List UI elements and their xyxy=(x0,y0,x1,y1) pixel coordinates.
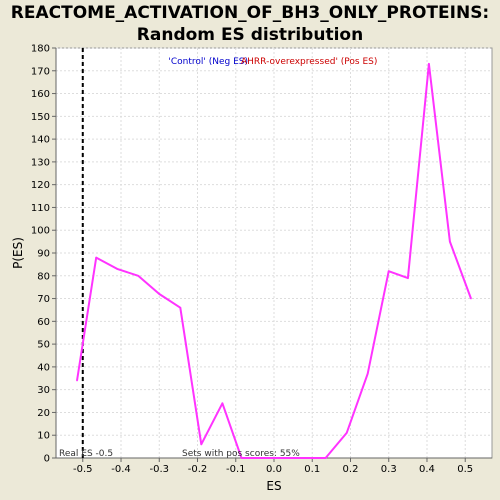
data-point xyxy=(116,268,118,270)
data-point xyxy=(76,379,78,382)
data-point xyxy=(282,457,285,459)
x-axis-title: ES xyxy=(266,479,281,493)
x-tick-label: -0.1 xyxy=(226,464,246,475)
real-es-label: Real ES -0.5 xyxy=(59,449,113,459)
data-point xyxy=(221,402,224,405)
y-tick-label: 30 xyxy=(37,385,50,396)
y-tick-label: 70 xyxy=(37,294,50,305)
y-tick-label: 160 xyxy=(31,89,50,100)
data-point xyxy=(449,240,451,243)
y-tick-label: 140 xyxy=(31,135,50,146)
series-line xyxy=(76,62,472,459)
data-point xyxy=(261,457,264,459)
y-tick-label: 150 xyxy=(31,112,50,123)
x-tick-label: 0.4 xyxy=(419,464,435,475)
data-point xyxy=(366,372,369,375)
y-tick-label: 170 xyxy=(31,66,50,77)
series-group xyxy=(76,62,472,459)
x-tick-label: 0.1 xyxy=(304,464,320,475)
chart-title: REACTOME_ACTIVATION_OF_BH3_ONLY_PROTEINS… xyxy=(0,2,500,46)
y-tick-label: 10 xyxy=(37,431,50,442)
y-tick-label: 180 xyxy=(31,44,50,55)
chart-title-line-2: Random ES distribution xyxy=(136,25,364,45)
data-point xyxy=(200,443,203,446)
y-axis-title: P(ES) xyxy=(11,237,25,269)
data-point xyxy=(303,457,306,459)
chart-title-line-1: REACTOME_ACTIVATION_OF_BH3_ONLY_PROTEINS… xyxy=(10,3,490,23)
x-tick-label: 0.5 xyxy=(457,464,473,475)
y-tick-label: 130 xyxy=(31,157,50,168)
legend-entry-pos: AHRR-overexpressed' (Pos ES) xyxy=(241,57,377,67)
data-point xyxy=(428,63,430,65)
data-point xyxy=(137,274,140,277)
y-tick-label: 50 xyxy=(37,340,50,351)
data-point xyxy=(240,457,243,459)
grid xyxy=(56,47,492,459)
data-point xyxy=(179,306,182,309)
y-tick-label: 60 xyxy=(37,317,50,328)
x-tick-label: 0.0 xyxy=(266,464,282,475)
x-tick-label: 0.2 xyxy=(343,464,359,475)
data-point xyxy=(407,277,409,279)
y-tick-label: 0 xyxy=(44,454,50,465)
x-tick-label: -0.4 xyxy=(111,464,131,475)
y-tick-label: 110 xyxy=(31,203,50,214)
data-point xyxy=(470,297,472,300)
x-tick-label: -0.5 xyxy=(73,464,93,475)
pos-scores-annotation: Sets with pos scores: 55% xyxy=(182,449,300,459)
x-tick-label: -0.3 xyxy=(150,464,170,475)
axes: 0 10 20 30 40 50 60 70 80 90 100 110 120 130 140 150 160… xyxy=(31,44,492,475)
data-point xyxy=(95,256,97,259)
legend-entry-neg: 'Control' (Neg ES) xyxy=(168,57,248,67)
y-tick-label: 90 xyxy=(37,249,50,260)
x-tick-label: -0.2 xyxy=(188,464,208,475)
data-point xyxy=(387,270,390,273)
data-point xyxy=(345,432,348,434)
y-tick-label: 120 xyxy=(31,180,50,191)
data-point xyxy=(324,457,327,459)
y-tick-label: 20 xyxy=(37,408,50,419)
x-tick-label: 0.3 xyxy=(381,464,397,475)
y-tick-label: 100 xyxy=(31,226,50,237)
data-point xyxy=(158,293,161,295)
y-tick-label: 40 xyxy=(37,362,50,373)
y-tick-label: 80 xyxy=(37,271,50,282)
